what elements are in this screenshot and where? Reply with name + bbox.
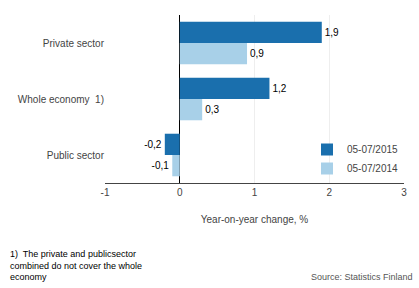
svg-text:1: 1 bbox=[252, 187, 258, 198]
svg-text:1) The private and publicsect: 1) The private and publicsectorcombined … bbox=[10, 249, 142, 282]
svg-text:-0,2: -0,2 bbox=[144, 139, 162, 150]
svg-text:3: 3 bbox=[401, 187, 407, 198]
svg-text:2: 2 bbox=[326, 187, 332, 198]
svg-text:Whole economy 1): Whole economy 1) bbox=[18, 94, 104, 105]
svg-text:Public sector: Public sector bbox=[47, 150, 105, 161]
svg-text:Year-on-year change, %: Year-on-year change, % bbox=[201, 214, 309, 225]
svg-text:-1: -1 bbox=[101, 187, 110, 198]
svg-text:0: 0 bbox=[177, 187, 183, 198]
svg-text:05-07/2015: 05-07/2015 bbox=[347, 144, 398, 155]
svg-text:1,9: 1,9 bbox=[325, 27, 339, 38]
svg-text:05-07/2014: 05-07/2014 bbox=[347, 163, 398, 174]
svg-text:1,2: 1,2 bbox=[272, 83, 286, 94]
svg-text:-0,1: -0,1 bbox=[152, 160, 170, 171]
svg-text:Source: Statistics Finland: Source: Statistics Finland bbox=[311, 272, 413, 282]
svg-text:0,9: 0,9 bbox=[250, 48, 264, 59]
svg-text:Private sector: Private sector bbox=[43, 38, 105, 49]
svg-text:0,3: 0,3 bbox=[205, 104, 219, 115]
